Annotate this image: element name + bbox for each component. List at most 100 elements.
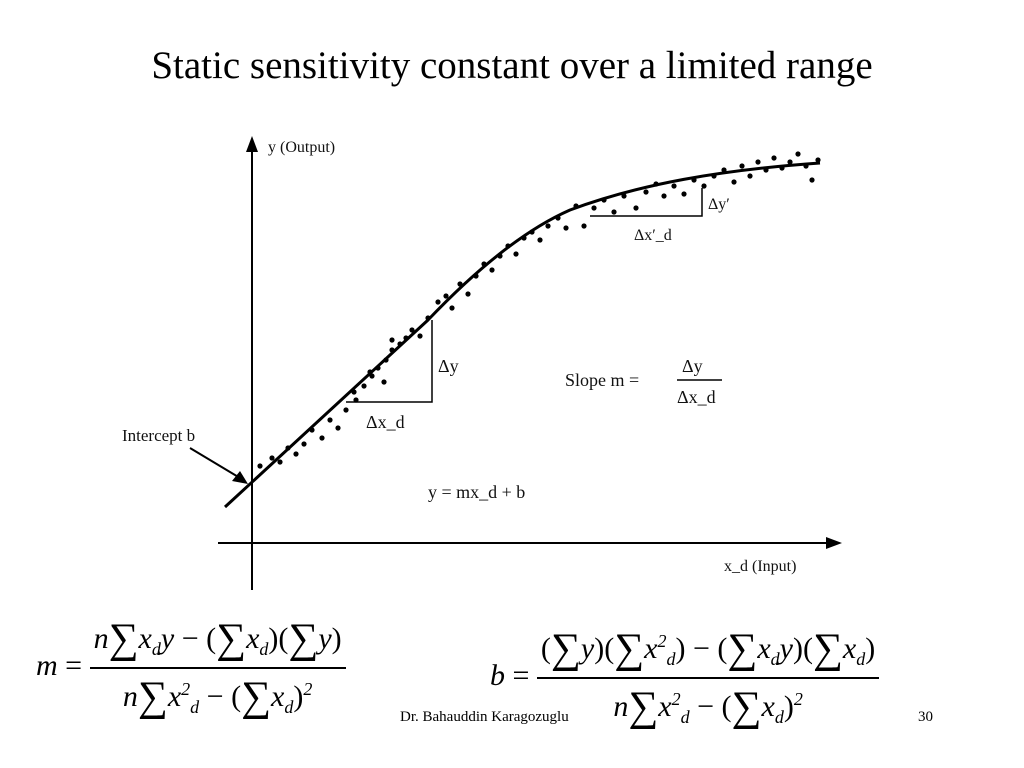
data-point [367,369,373,375]
data-point [621,193,627,199]
data-point [435,299,441,305]
data-point [319,435,325,441]
intercept-formula: b = (∑y)(∑x2d) − (∑xdy)(∑xd) n∑x2d − (∑x… [490,625,880,731]
intercept-formula-denominator: n∑x2d − (∑xd)2 [613,684,803,730]
data-point [643,189,649,195]
data-point [771,155,777,161]
slope-formula-denominator: n∑x2d − (∑xd)2 [122,674,313,720]
data-point [443,293,449,299]
author-footer: Dr. Bahauddin Karagozuglu [400,709,569,725]
data-point [555,215,561,221]
slope-triangle [346,320,433,403]
data-point [327,417,333,423]
delta-x-label: Δx_d [366,412,405,432]
data-point [375,365,381,371]
data-point [457,281,463,287]
data-point [731,179,737,185]
data-point [257,463,263,469]
y-axis-arrow [246,136,258,152]
line-equation: y = mx_d + b [428,482,525,502]
data-point [795,151,801,157]
data-point [293,451,299,457]
y-axis-label: y (Output) [268,139,335,156]
slope-formula-lhs: m = [36,648,90,682]
data-point [409,327,415,333]
data-point [803,163,809,169]
data-point [661,193,667,199]
slope-formula-fraction: n∑xdy − (∑xd)(∑y) n∑x2d − (∑xd)2 [89,615,346,721]
x-axis-label: x_d (Input) [724,558,796,575]
slope-denominator: Δx_d [677,387,716,407]
data-point [809,177,815,183]
data-point [755,159,761,165]
data-point [521,235,527,241]
data-point [671,183,677,189]
data-point [309,427,315,433]
data-point [681,191,687,197]
data-point [381,379,387,385]
data-point [653,181,659,187]
data-point [465,291,471,297]
page-number: 30 [918,709,933,725]
data-point [591,205,597,211]
intercept-arrow [189,447,241,479]
data-point [581,223,587,229]
data-point [335,425,341,431]
data-point [529,229,535,235]
data-point [691,177,697,183]
data-point [721,167,727,173]
data-point [701,183,707,189]
data-point [397,341,403,347]
slide-title: Static sensitivity constant over a limit… [151,44,873,87]
data-point [425,315,431,321]
data-point [369,373,375,379]
intercept-formula-fraction: (∑y)(∑x2d) − (∑xdy)(∑xd) n∑x2d − (∑xd)2 [536,625,880,731]
data-points [257,151,821,469]
data-point [545,223,551,229]
data-point [343,407,349,413]
data-point [787,159,793,165]
slope-label: Slope m = [565,370,639,390]
data-point [403,335,409,341]
data-point [601,197,607,203]
data-point [633,205,639,211]
data-point [747,173,753,179]
data-point [505,243,511,249]
data-point [537,237,543,243]
data-point [611,209,617,215]
data-point [277,459,283,465]
data-point [497,253,503,259]
intercept-formula-numerator: (∑y)(∑x2d) − (∑xdy)(∑xd) [536,625,880,679]
intercept-arrowhead [232,471,248,484]
data-point [285,445,291,451]
intercept-formula-lhs: b = [490,658,537,692]
data-point [301,441,307,447]
data-point [573,203,579,209]
slope-formula-numerator: n∑xdy − (∑xd)(∑y) [89,615,346,669]
intercept-label: Intercept b [122,426,195,445]
upper-slope-triangle [590,188,703,217]
data-point [269,455,275,461]
data-point [763,167,769,173]
data-point [389,347,395,353]
data-point [563,225,569,231]
data-point [481,261,487,267]
data-point [779,165,785,171]
data-point [449,305,455,311]
data-point [351,389,357,395]
x-axis-arrow [826,537,842,549]
data-point [361,383,367,389]
data-point [739,163,745,169]
delta-y-label: Δy [438,356,459,376]
slope-formula: m = n∑xdy − (∑xd)(∑y) n∑x2d − (∑xd)2 [36,615,346,721]
data-point [473,273,479,279]
delta-x-prime-label: Δx′_d [634,227,672,244]
data-point [711,173,717,179]
slope-numerator: Δy [682,356,703,376]
data-point [489,267,495,273]
data-point [389,337,395,343]
data-point [513,251,519,257]
data-point [417,333,423,339]
data-point [383,357,389,363]
